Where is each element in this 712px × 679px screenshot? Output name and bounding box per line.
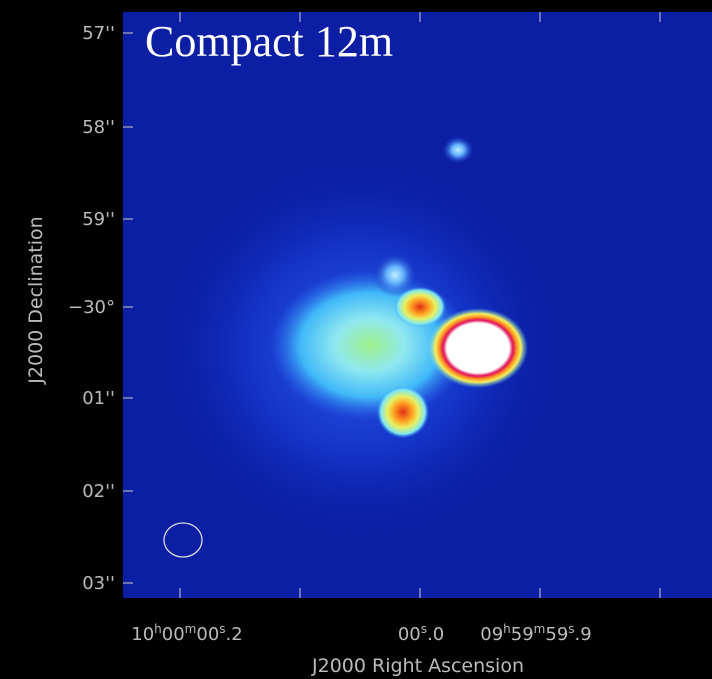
y-axis-label: J2000 Declination (25, 216, 47, 384)
superscript: h (503, 622, 511, 636)
tick-part: .9 (575, 624, 592, 645)
tick-part: 59 (545, 624, 568, 645)
y-tick-label: 59'' (82, 209, 115, 230)
tick-part: 10 (131, 624, 154, 645)
superscript: h (154, 622, 162, 636)
tick-part: 09 (480, 624, 503, 645)
tick-part: 00 (196, 624, 219, 645)
y-tick-label: 01'' (82, 388, 115, 409)
tick-part: 00 (162, 624, 185, 645)
image (123, 12, 712, 598)
sky-map: Compact 12m J2000 Declination J2000 Righ… (0, 0, 712, 679)
x-tick-label: 09h59m59s.9 (480, 622, 591, 645)
y-tick-label: −30° (68, 297, 115, 318)
tick-part: .2 (226, 624, 243, 645)
title: Compact 12m (145, 17, 393, 66)
tick-part: 00 (398, 624, 421, 645)
superscript: m (185, 622, 197, 636)
y-tick-label: 02'' (82, 481, 115, 502)
x-tick-label: 10h00m00s.2 (131, 622, 242, 645)
superscript: m (534, 622, 546, 636)
x-tick-label: 00s.0 (398, 622, 444, 645)
tick-part: 59 (511, 624, 534, 645)
tick-part: .0 (427, 624, 444, 645)
x-axis-label: J2000 Right Ascension (311, 655, 524, 677)
y-tick-label: 57'' (82, 23, 115, 44)
y-tick-label: 58'' (82, 117, 115, 138)
y-tick-label: 03'' (82, 573, 115, 594)
